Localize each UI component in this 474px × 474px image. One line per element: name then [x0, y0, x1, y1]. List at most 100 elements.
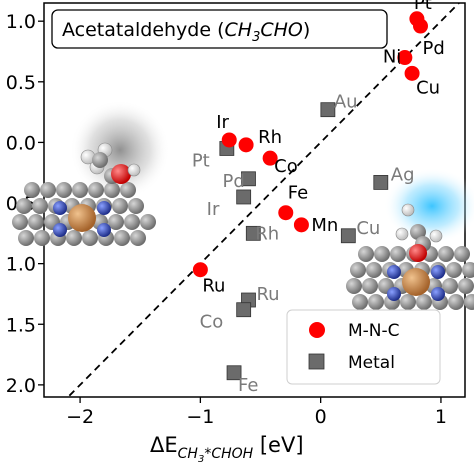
carbon-atom: [446, 262, 462, 278]
metal-label-fe: Fe: [238, 375, 258, 396]
metal-label-rh: Rh: [255, 223, 279, 244]
carbon-atom: [442, 278, 458, 294]
mnc-point-rh: [238, 137, 254, 153]
nitrogen-atom: [431, 287, 445, 301]
legend-metal-label: Metal: [348, 353, 395, 373]
metal-label-pt: Pt: [192, 150, 210, 171]
carbon-atom: [448, 294, 464, 310]
legend: M-N-C Metal: [286, 309, 441, 385]
y-tick-label: 1.5: [6, 314, 36, 336]
metal-label-au: Au: [334, 92, 358, 113]
metal-point-fe: [226, 365, 242, 381]
metal-label-cu: Cu: [356, 218, 380, 239]
right-catalyst-surface: [346, 246, 474, 310]
carbon-atom: [140, 214, 156, 230]
metal-label-co: Co: [200, 312, 224, 333]
carbon-atom: [358, 246, 374, 262]
carbon-atom: [458, 278, 474, 294]
carbon-atom: [112, 198, 128, 214]
left-molecule-illustration: [12, 100, 170, 246]
metal-center-atom: [402, 268, 430, 296]
legend-mnc-label: M-N-C: [348, 321, 400, 341]
x-axis-label: ΔECH3*CHOH [eV]: [150, 433, 304, 465]
legend-box: [286, 309, 441, 385]
carbon-atom: [40, 182, 56, 198]
carbon-atom: [374, 246, 390, 262]
x-tick-label: −2: [66, 406, 94, 428]
carbon-atom: [410, 224, 426, 240]
carbon-atom: [16, 198, 32, 214]
legend-metal-marker: [308, 353, 325, 370]
carbon-atom: [454, 246, 470, 262]
carbon-atom: [346, 278, 362, 294]
y-tick-label: 0.0: [6, 132, 36, 154]
right-molecule-illustration: [346, 168, 474, 310]
carbon-atom: [92, 152, 108, 168]
left-catalyst-surface: [12, 182, 156, 246]
title-text: Acetataldehyde (CH3CHO): [62, 19, 310, 45]
metal-label-ag: Ag: [391, 164, 415, 185]
metal-point-pd: [241, 171, 256, 187]
y-tick-label: 1.0: [6, 254, 36, 276]
mnc-point-mn: [293, 217, 309, 233]
oxygen-atom: [409, 244, 427, 262]
carbon-atom: [128, 198, 144, 214]
mnc-label-co: Co: [274, 156, 298, 177]
carbon-atom: [366, 262, 382, 278]
y-tick-label: 0.5: [6, 72, 36, 94]
x-tick-label: 0: [315, 406, 327, 428]
carbon-atom: [24, 182, 40, 198]
carbon-atom: [416, 294, 432, 310]
hydrogen-atom: [401, 203, 415, 217]
mnc-point-cu: [404, 65, 420, 81]
x-axis-ticks: −2 −1 0 1: [66, 397, 447, 428]
carbon-atom: [124, 214, 140, 230]
mnc-label-rh: Rh: [258, 127, 282, 148]
carbon-atom: [400, 294, 416, 310]
metal-point-rh: [245, 225, 261, 241]
nitrogen-atom: [97, 201, 111, 215]
y-axis-ticks: 1.00.50.00.51.01.52.0: [6, 11, 44, 397]
mnc-label-pt: Pt: [414, 0, 432, 14]
carbon-atom: [462, 262, 474, 278]
carbon-atom: [18, 230, 34, 246]
metal-point-ir: [236, 189, 252, 205]
carbon-atom: [438, 246, 454, 262]
carbon-atom: [350, 262, 366, 278]
nitrogen-atom: [431, 265, 445, 279]
carbon-atom: [390, 246, 406, 262]
carbon-atom: [82, 230, 98, 246]
mnc-point-ni: [397, 50, 413, 66]
mnc-point-pd: [412, 18, 428, 34]
mnc-label-ru: Ru: [202, 276, 225, 297]
carbon-atom: [104, 182, 120, 198]
mnc-point-ir: [221, 132, 237, 148]
metal-point-cu: [340, 228, 356, 244]
mnc-point-ru: [192, 262, 208, 278]
x-tick-label: −1: [186, 406, 214, 428]
carbon-atom: [34, 230, 50, 246]
hydrogen-atom: [429, 229, 443, 243]
metal-label-pd: Pd: [222, 171, 244, 192]
gray-glow-halo: [70, 100, 170, 200]
carbon-atom: [12, 214, 28, 230]
mnc-label-ir: Ir: [216, 112, 229, 133]
metal-center-atom: [68, 204, 96, 232]
hydrogen-atom: [395, 227, 409, 241]
y-tick-label: 2.0: [6, 375, 36, 397]
carbon-atom: [368, 294, 384, 310]
hydrogen-atom: [127, 163, 141, 177]
metal-point-au: [320, 102, 336, 118]
metal-label-ir: Ir: [207, 199, 220, 220]
carbon-atom: [114, 230, 130, 246]
cyan-glow-halo: [384, 168, 474, 244]
carbon-atom: [108, 214, 124, 230]
metal-point-ag: [373, 175, 389, 190]
carbon-atom: [66, 230, 82, 246]
nitrogen-atom: [53, 223, 67, 237]
mnc-label-cu: Cu: [416, 77, 440, 98]
mnc-label-ni: Ni: [383, 47, 401, 68]
